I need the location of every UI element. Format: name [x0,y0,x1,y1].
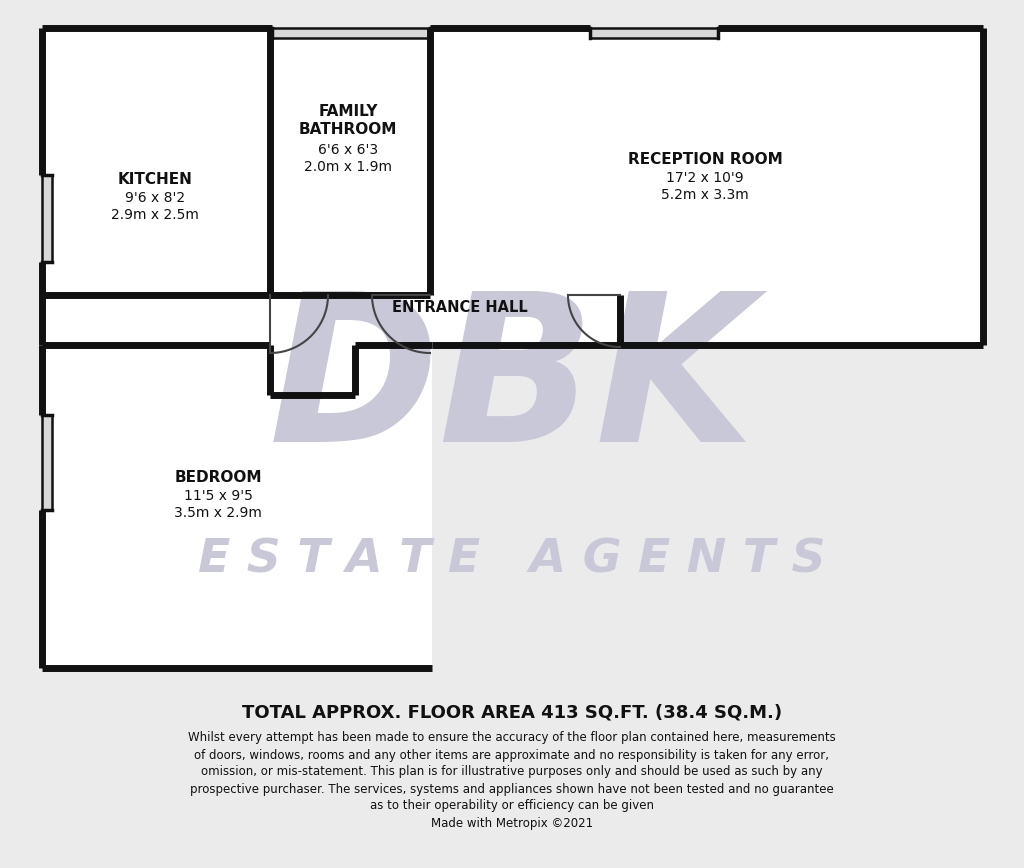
Text: KITCHEN: KITCHEN [118,173,193,187]
Text: DBK: DBK [268,285,756,485]
Bar [42,345,432,668]
Bar [590,28,718,38]
Text: E S T A T E   A G E N T S: E S T A T E A G E N T S [199,537,825,582]
Text: FAMILY: FAMILY [318,104,378,120]
Text: TOTAL APPROX. FLOOR AREA 413 SQ.FT. (38.4 SQ.M.): TOTAL APPROX. FLOOR AREA 413 SQ.FT. (38.… [242,703,782,721]
Text: 11'5 x 9'5: 11'5 x 9'5 [183,489,253,503]
Text: 9'6 x 8'2: 9'6 x 8'2 [125,191,185,205]
Bar [42,415,52,510]
Text: as to their operability or efficiency can be given: as to their operability or efficiency ca… [370,799,654,812]
Text: ENTRANCE HALL: ENTRANCE HALL [392,300,528,315]
Text: 2.0m x 1.9m: 2.0m x 1.9m [304,160,392,174]
Bar [42,28,983,345]
Text: 2.9m x 2.5m: 2.9m x 2.5m [111,208,199,222]
Text: 5.2m x 3.3m: 5.2m x 3.3m [662,188,749,202]
Text: 17'2 x 10'9: 17'2 x 10'9 [667,171,743,185]
Text: Made with Metropix ©2021: Made with Metropix ©2021 [431,817,593,830]
Text: 3.5m x 2.9m: 3.5m x 2.9m [174,506,262,520]
Text: BEDROOM: BEDROOM [174,470,262,485]
Text: RECEPTION ROOM: RECEPTION ROOM [628,153,782,168]
Bar [42,175,52,262]
Text: omission, or mis-statement. This plan is for illustrative purposes only and shou: omission, or mis-statement. This plan is… [201,766,823,779]
Text: BATHROOM: BATHROOM [299,122,397,137]
Text: 6'6 x 6'3: 6'6 x 6'3 [317,143,378,157]
Text: of doors, windows, rooms and any other items are approximate and no responsibili: of doors, windows, rooms and any other i… [195,748,829,761]
Text: Whilst every attempt has been made to ensure the accuracy of the floor plan cont: Whilst every attempt has been made to en… [188,732,836,745]
Bar [272,28,430,38]
Text: prospective purchaser. The services, systems and appliances shown have not been : prospective purchaser. The services, sys… [190,782,834,795]
